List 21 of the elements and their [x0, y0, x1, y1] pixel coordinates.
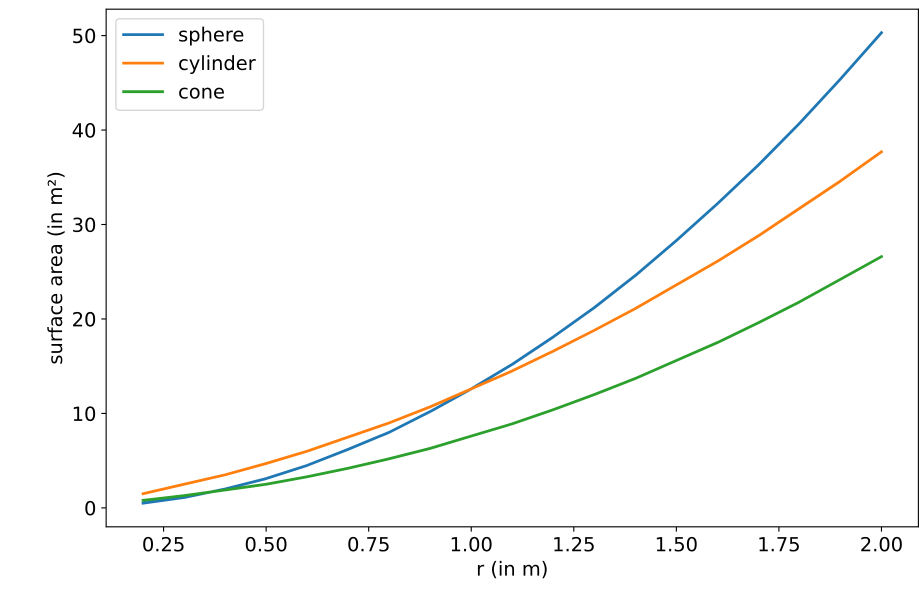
y-tick-label: 20 — [73, 312, 96, 327]
y-axis-title: surface area (in m²) — [47, 172, 65, 364]
y-tick-label: 30 — [73, 217, 96, 232]
x-tick-label: 0.25 — [143, 536, 184, 552]
legend-label: cone — [179, 88, 224, 99]
line-series — [142, 255, 883, 502]
y-tick-label: 40 — [72, 123, 96, 138]
x-tick-label: 1.50 — [656, 536, 697, 552]
x-tick-label: 0.75 — [348, 536, 389, 552]
y-tick-label: 50 — [73, 28, 96, 44]
y-tick-label: 0 — [85, 500, 96, 516]
y-tick-label: 10 — [74, 406, 96, 422]
x-tick-label: 1.25 — [554, 536, 594, 552]
legend-label: cylinder — [179, 55, 256, 74]
legend-label: sphere — [179, 26, 244, 46]
x-axis-title: r (in m) — [478, 560, 547, 578]
line-series — [142, 150, 883, 496]
x-tick-label: 1.00 — [452, 536, 492, 552]
x-tick-label: 0.50 — [246, 536, 286, 552]
x-tick-label: 1.75 — [759, 537, 799, 552]
x-tick-label: 2.00 — [861, 536, 902, 552]
